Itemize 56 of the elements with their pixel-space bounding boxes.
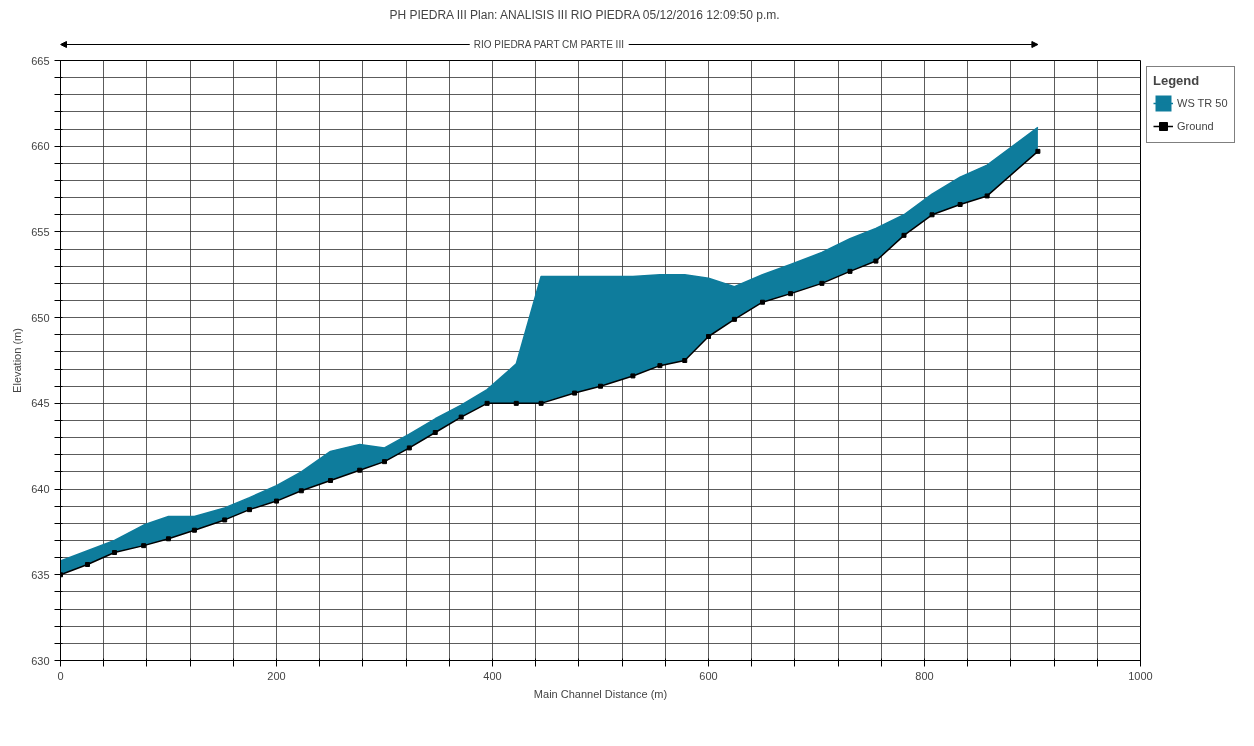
point [572, 390, 578, 396]
legend-title: Legend [1153, 73, 1201, 88]
point [957, 202, 963, 207]
point [819, 280, 825, 286]
point [274, 498, 279, 504]
point [484, 400, 490, 406]
y-tick-label: 650 [31, 311, 50, 324]
point [513, 400, 519, 406]
x-tick-label: 0 [57, 669, 64, 682]
point [847, 268, 853, 274]
point [706, 334, 711, 339]
point [901, 232, 907, 238]
point [538, 400, 544, 406]
point [682, 358, 688, 363]
point [191, 527, 197, 533]
point [458, 414, 464, 420]
point [382, 459, 387, 465]
y-tick-label: 660 [31, 140, 50, 153]
x-tick-label: 1000 [1128, 669, 1153, 682]
point [929, 212, 935, 218]
point [222, 517, 228, 523]
point [357, 467, 363, 473]
chart-title: PH PIEDRA III Plan: ANALISIS III RIO PIEDRA 05/12/2016 12:09:50 p.m. [389, 7, 780, 22]
text: RIO PIEDRA PART CM PARTE III [473, 39, 624, 50]
x-axis-title: Main Channel Distance (m) [533, 687, 668, 700]
point [247, 507, 252, 513]
x-tick-label: 800 [915, 669, 934, 682]
point [657, 363, 663, 369]
point [731, 316, 737, 322]
point [298, 488, 304, 494]
legend-label: Ground [1177, 120, 1214, 132]
y-tick-label: 635 [31, 568, 50, 581]
point [873, 258, 879, 264]
y-tick-label: 665 [31, 54, 50, 67]
point [432, 430, 438, 435]
point [141, 543, 147, 549]
y-tick-label: 655 [31, 225, 50, 238]
point [760, 299, 765, 305]
point [788, 291, 794, 297]
x-tick-label: 400 [483, 669, 502, 682]
legend-label: WS TR 50 [1177, 97, 1228, 109]
point [984, 193, 990, 199]
y-tick-label: 645 [31, 397, 50, 410]
point [598, 383, 603, 389]
point [1035, 148, 1041, 154]
point [406, 445, 412, 451]
point [85, 562, 90, 567]
point [630, 373, 636, 379]
x-tick-label: 200 [267, 669, 286, 682]
point [166, 536, 171, 542]
y-tick-label: 630 [31, 654, 50, 667]
y-tick-label: 640 [31, 483, 50, 496]
point [328, 478, 333, 483]
y-axis-title: Elevation (m) [11, 328, 24, 393]
point [112, 550, 117, 555]
x-tick-label: 600 [699, 669, 718, 682]
